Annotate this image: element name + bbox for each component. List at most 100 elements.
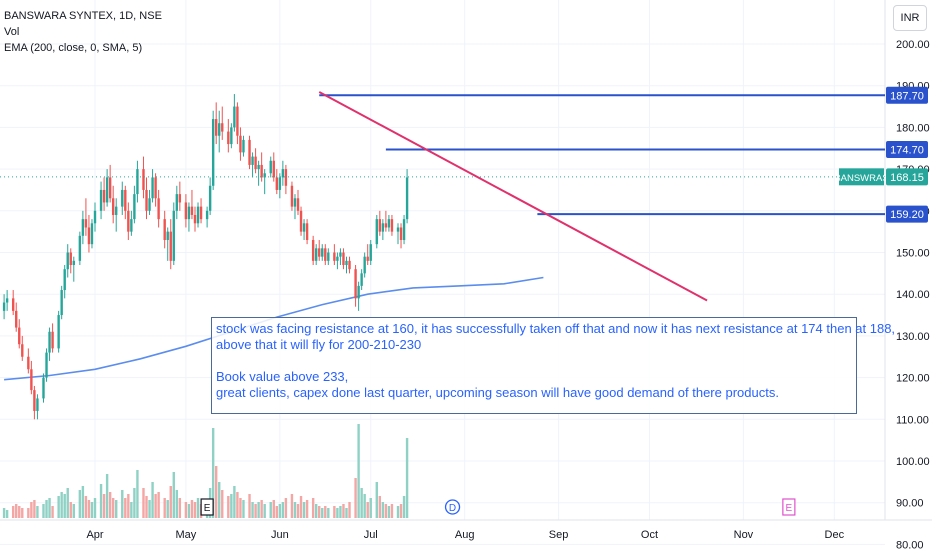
y-tick-label: 130.00 bbox=[896, 331, 930, 343]
x-tick-label: Oct bbox=[641, 529, 658, 541]
volume-bar bbox=[257, 502, 260, 518]
volume-bar bbox=[260, 500, 263, 518]
candle bbox=[142, 156, 145, 199]
candle bbox=[390, 214, 394, 236]
volume-bar bbox=[318, 506, 321, 518]
volume-bar bbox=[36, 506, 39, 518]
candle bbox=[257, 160, 260, 186]
volume-bar bbox=[196, 498, 200, 518]
candle-body bbox=[121, 189, 124, 207]
candle-body bbox=[311, 239, 315, 261]
candle-body bbox=[78, 235, 82, 261]
x-tick-label: Sep bbox=[549, 529, 569, 541]
earnings-marker[interactable]: E bbox=[200, 498, 214, 516]
dividend-marker[interactable]: D bbox=[444, 499, 461, 515]
trendline[interactable] bbox=[318, 91, 708, 302]
candle-body bbox=[130, 219, 133, 232]
candle-body bbox=[208, 185, 212, 211]
candle bbox=[154, 173, 157, 207]
event-marker-label: E bbox=[204, 503, 211, 514]
candle-body bbox=[254, 156, 257, 170]
candle bbox=[124, 185, 127, 220]
chart-grid bbox=[0, 0, 885, 545]
volume-bar bbox=[254, 504, 257, 518]
volume-bar bbox=[148, 500, 151, 518]
candle bbox=[108, 164, 112, 203]
symbol-tag bbox=[839, 168, 884, 186]
resistance-price-label: 174.70 bbox=[890, 145, 924, 157]
candle bbox=[321, 244, 324, 261]
candle bbox=[130, 210, 133, 236]
legend-ema[interactable]: EMA (200, close, 0, SMA, 5) bbox=[4, 42, 143, 54]
earnings-marker-shape bbox=[200, 498, 214, 516]
time-axis[interactable]: Apr May Jun Jul Aug Sep Oct Nov Dec bbox=[86, 529, 844, 541]
candle-body bbox=[69, 252, 72, 266]
candle bbox=[327, 248, 330, 266]
volume-bar bbox=[21, 508, 24, 518]
event-marker-label: D bbox=[449, 503, 456, 514]
candle-body bbox=[375, 219, 378, 245]
candle bbox=[299, 206, 303, 236]
candle-body bbox=[284, 169, 288, 186]
horizontal-lines[interactable] bbox=[0, 94, 885, 216]
price-axis[interactable]: 80.00 90.00 100.00 110.00 120.00 130.00 140.00… bbox=[896, 39, 930, 550]
candle-body bbox=[11, 298, 15, 311]
candle-body bbox=[111, 198, 115, 215]
volume-bar bbox=[369, 498, 372, 518]
volume-bar bbox=[236, 492, 239, 518]
candle bbox=[178, 181, 182, 211]
note-line-3: Book value above 233, bbox=[216, 369, 349, 384]
volume-bar bbox=[48, 498, 51, 518]
volume-bar bbox=[345, 508, 348, 518]
volume-bar bbox=[33, 500, 36, 518]
candle bbox=[248, 135, 251, 170]
volume-bar bbox=[314, 504, 318, 518]
volume-bar bbox=[272, 500, 275, 518]
volume-bar bbox=[242, 500, 245, 518]
x-tick-label: May bbox=[176, 529, 197, 541]
candle bbox=[78, 231, 82, 266]
volume-bar bbox=[105, 474, 109, 518]
volume-bar bbox=[84, 496, 88, 518]
y-tick-label: 100.00 bbox=[896, 456, 930, 468]
candle-body bbox=[339, 252, 342, 257]
candle-body bbox=[269, 160, 272, 174]
legend-symbol[interactable]: BANSWARA SYNTEX, 1D, NSE bbox=[4, 10, 162, 22]
y-tick-label: 200.00 bbox=[896, 39, 930, 51]
volume-bar bbox=[230, 494, 233, 518]
volume-bar bbox=[87, 500, 91, 518]
volume-bar bbox=[299, 496, 303, 518]
volume-bars bbox=[2, 424, 409, 518]
candle-body bbox=[81, 219, 85, 236]
volume-bar bbox=[366, 502, 369, 518]
candle bbox=[215, 102, 218, 145]
volume-bar bbox=[72, 504, 75, 518]
candle bbox=[133, 185, 136, 224]
volume-bar bbox=[81, 486, 85, 518]
candle bbox=[357, 281, 360, 311]
candle bbox=[33, 385, 36, 420]
currency-button[interactable]: INR bbox=[893, 5, 927, 31]
candle bbox=[205, 206, 209, 228]
earnings-marker[interactable]: E bbox=[782, 498, 796, 516]
candle bbox=[354, 265, 357, 307]
candle bbox=[221, 106, 224, 140]
volume-bar bbox=[324, 506, 327, 518]
x-tick-label: Jun bbox=[271, 529, 289, 541]
volume-bar bbox=[145, 496, 148, 518]
candle-body bbox=[2, 302, 6, 311]
candle-body bbox=[184, 202, 188, 220]
legend-volume[interactable]: Vol bbox=[4, 26, 20, 38]
trendline-drawing[interactable] bbox=[318, 91, 708, 302]
candle bbox=[102, 177, 106, 211]
candle-body bbox=[36, 398, 39, 411]
text-note[interactable]: stock was facing resistance at 160, it h… bbox=[211, 317, 895, 414]
candle bbox=[239, 127, 242, 161]
candle-body bbox=[63, 269, 66, 291]
volume-bar bbox=[90, 502, 94, 518]
volume-bar bbox=[354, 478, 357, 518]
resistance-price-tag bbox=[886, 141, 928, 159]
candle-body bbox=[57, 315, 60, 349]
